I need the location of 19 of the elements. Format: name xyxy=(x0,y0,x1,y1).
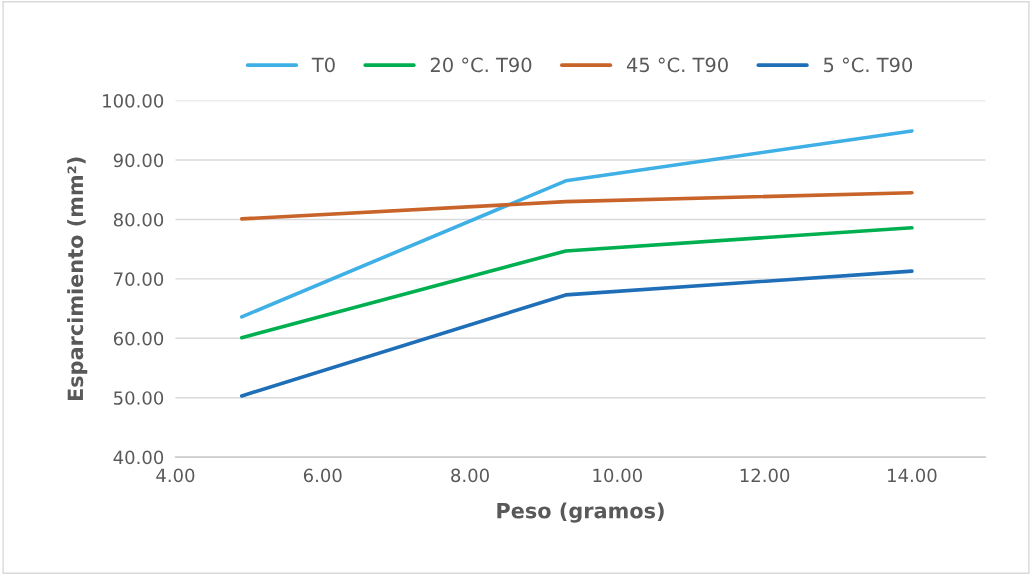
x-axis-title: Peso (gramos) xyxy=(497,502,664,523)
y-tick-label: 80.00 xyxy=(113,212,164,227)
x-tick-label: 8.00 xyxy=(451,468,489,483)
y-tick-label: 50.00 xyxy=(114,391,164,405)
y-tick-label: 60.00 xyxy=(113,331,164,346)
y-tick-label: 70.00 xyxy=(114,272,164,286)
legend-label: T0 xyxy=(311,57,335,73)
x-tick-label: 10.00 xyxy=(593,468,642,483)
legend-label: 45 °C. T90 xyxy=(626,57,728,73)
legend-label: 5 °C. T90 xyxy=(823,57,913,73)
y-tick-label: 90.00 xyxy=(113,153,164,168)
x-tick-label: 4.00 xyxy=(156,468,195,483)
y-axis-title: Esparcimiento (mm²) xyxy=(67,157,88,401)
x-tick-label: 12.00 xyxy=(740,468,790,483)
y-tick-label: 100.00 xyxy=(103,94,164,108)
x-tick-label: 14.00 xyxy=(888,468,937,483)
x-tick-label: 6.00 xyxy=(303,468,342,483)
y-tick-label: 40.00 xyxy=(113,450,164,465)
legend-label: 20 °C. T90 xyxy=(430,57,532,73)
